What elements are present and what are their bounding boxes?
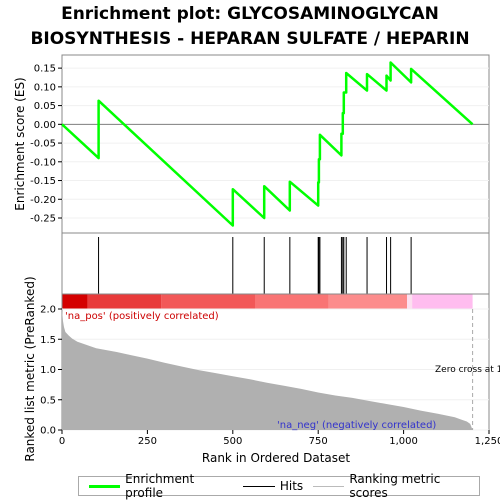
legend-label-ranking: Ranking metric scores (349, 472, 441, 500)
metric-y-tick-label: 2.0 (40, 305, 56, 316)
x-tick-label: 750 (309, 436, 328, 447)
legend: Enrichment profile Hits Ranking metric s… (78, 472, 480, 500)
legend-label-enrichment: Enrichment profile (125, 472, 195, 500)
hits-ticks (98, 237, 412, 294)
es-y-tick-label: 0.00 (34, 120, 56, 131)
es-panel-frame (61, 54, 490, 234)
colorbar-segment (161, 294, 256, 309)
ranking-metric-area (62, 309, 473, 430)
x-axis-label: Rank in Ordered Dataset (202, 451, 350, 465)
es-y-tick-label: -0.15 (30, 176, 56, 187)
metric-y-tick-label: 1.0 (40, 365, 56, 376)
legend-label-hits: Hits (279, 479, 304, 493)
rank-correlation-bar (62, 294, 473, 309)
x-tick-label: 0 (59, 436, 65, 447)
x-tick-label: 500 (223, 436, 242, 447)
metric-y-ticks: 0.0 0.5 1.0 1.5 2.0 (40, 305, 62, 437)
legend-swatch-ranking (313, 485, 345, 487)
es-y-tick-label: 0.05 (34, 101, 56, 112)
legend-swatch-hits (242, 485, 275, 487)
colorbar-segment (412, 294, 473, 309)
legend-item-enrichment-profile: Enrichment profile (89, 472, 233, 500)
neg-correlated-label: 'na_neg' (negatively correlated) (277, 420, 436, 431)
pos-correlated-label: 'na_pos' (positively correlated) (65, 311, 219, 322)
metric-y-tick-label: 1.5 (40, 335, 56, 346)
es-y-tick-label: -0.25 (30, 214, 56, 225)
legend-swatch-enrichment (89, 484, 121, 488)
legend-item-hits: Hits (242, 479, 304, 493)
legend-item-ranking-metric: Ranking metric scores (313, 472, 479, 500)
es-y-tick-label: -0.05 (30, 139, 56, 150)
colorbar-segment (62, 294, 88, 309)
colorbar-segment (328, 294, 408, 309)
x-tick-label: 250 (138, 436, 157, 447)
hits-panel-frame (61, 232, 490, 295)
es-y-tick-label: 0.10 (34, 82, 56, 93)
zero-cross-label: Zero cross at 1202 (435, 365, 500, 375)
metric-y-tick-label: 0.0 (40, 426, 56, 437)
x-tick-label: 1,250 (475, 436, 500, 447)
es-y-tick-label: 0.15 (34, 64, 56, 75)
enrichment-profile-line (61, 61, 474, 227)
es-y-axis-label: Enrichment score (ES) (13, 77, 27, 210)
colorbar-segment (87, 294, 162, 309)
metric-y-axis-label: Ranked list metric (PreRanked) (23, 276, 37, 461)
es-y-ticks: -0.25 -0.20 -0.15 -0.10 -0.05 0.00 0.05 0.10 0.1… (30, 64, 62, 225)
colorbar-segment (255, 294, 329, 309)
chart-title: Enrichment plot: GLYCOSAMINOGLYCAN BIOSY… (30, 4, 470, 49)
x-tick-label: 1,000 (389, 436, 418, 447)
colorbar-segment (407, 294, 413, 309)
es-y-tick-label: -0.20 (30, 195, 56, 206)
metric-x-ticks: 0 250 500 750 1,000 1,250 (59, 430, 500, 447)
metric-y-tick-label: 0.5 (40, 395, 56, 406)
es-y-tick-label: -0.10 (30, 157, 56, 168)
